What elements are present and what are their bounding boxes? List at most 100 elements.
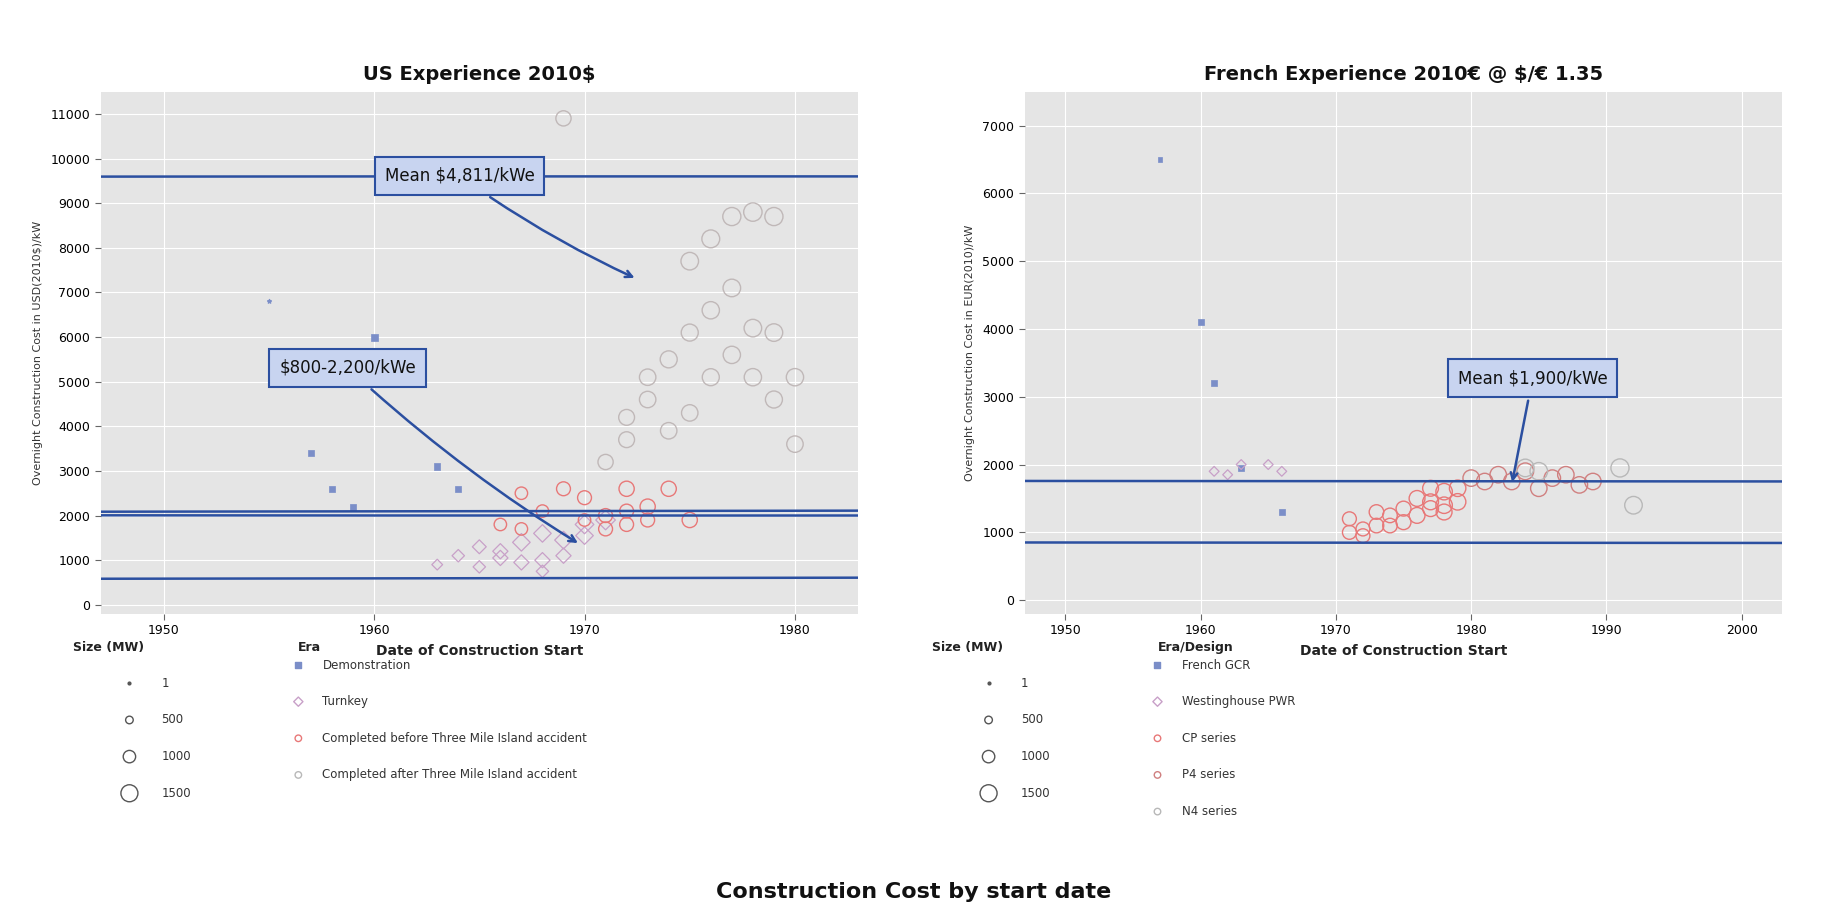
Point xyxy=(1375,518,1404,533)
Text: Size (MW): Size (MW) xyxy=(932,641,1004,654)
Point xyxy=(1267,464,1296,479)
Point xyxy=(1497,474,1526,489)
Point xyxy=(632,513,662,528)
Point xyxy=(422,557,452,572)
Point xyxy=(612,504,642,518)
Text: Era: Era xyxy=(298,641,322,654)
Text: 1000: 1000 xyxy=(161,750,192,763)
Text: Mean $4,811/kWe: Mean $4,811/kWe xyxy=(384,167,632,277)
Point xyxy=(506,485,536,500)
Point xyxy=(781,437,810,452)
Point xyxy=(548,482,578,496)
Point xyxy=(612,482,642,496)
Point xyxy=(1552,467,1581,482)
Text: French GCR: French GCR xyxy=(1181,659,1250,671)
Point xyxy=(1142,694,1172,709)
Text: Mean $1,900/kWe: Mean $1,900/kWe xyxy=(1457,369,1607,479)
Point xyxy=(528,504,558,518)
Point xyxy=(1389,501,1419,516)
X-axis label: Date of Construction Start: Date of Construction Start xyxy=(375,644,583,658)
Point xyxy=(675,325,704,340)
Text: 1500: 1500 xyxy=(161,787,192,800)
Point xyxy=(1199,376,1228,390)
Point xyxy=(1417,501,1446,516)
Point xyxy=(444,549,473,563)
Point xyxy=(654,482,684,496)
Text: N4 series: N4 series xyxy=(1181,805,1238,818)
Point xyxy=(570,490,600,505)
Point xyxy=(338,499,367,514)
Point xyxy=(1442,495,1472,509)
Point xyxy=(548,111,578,125)
Point xyxy=(1267,505,1296,519)
Point xyxy=(675,254,704,268)
Point xyxy=(1375,508,1404,523)
Point xyxy=(380,352,409,366)
Point xyxy=(1254,457,1283,472)
Point xyxy=(1142,658,1172,672)
Point xyxy=(1417,495,1446,509)
Point xyxy=(590,508,620,523)
Point xyxy=(759,325,788,340)
Point xyxy=(1537,471,1567,485)
Point xyxy=(759,392,788,407)
Text: 500: 500 xyxy=(1020,714,1044,726)
Point xyxy=(654,423,684,438)
Point xyxy=(612,410,642,425)
Point xyxy=(612,432,642,447)
Point xyxy=(296,446,325,461)
Point xyxy=(1142,731,1172,746)
Point xyxy=(283,658,313,672)
Text: Westinghouse PWR: Westinghouse PWR xyxy=(1181,695,1294,708)
Point xyxy=(1484,467,1514,482)
Title: French Experience 2010€ @ $/€ 1.35: French Experience 2010€ @ $/€ 1.35 xyxy=(1205,65,1603,84)
Y-axis label: Overnight Construction Cost in EUR(2010)/kW: Overnight Construction Cost in EUR(2010)… xyxy=(965,224,976,481)
Point xyxy=(506,521,536,536)
Point xyxy=(486,518,515,532)
Point xyxy=(1578,474,1607,489)
Point xyxy=(570,513,600,528)
Point xyxy=(590,521,620,536)
Point xyxy=(696,232,726,246)
Text: Completed after Three Mile Island accident: Completed after Three Mile Island accide… xyxy=(322,769,578,781)
Point xyxy=(528,553,558,568)
Point xyxy=(654,352,684,366)
Point xyxy=(1349,529,1378,543)
Text: Turnkey: Turnkey xyxy=(322,695,369,708)
Point xyxy=(570,518,600,532)
Point xyxy=(632,392,662,407)
Point xyxy=(1417,481,1446,496)
Y-axis label: Overnight Construction Cost in USD(2010$)/kW: Overnight Construction Cost in USD(2010$… xyxy=(33,221,44,485)
Point xyxy=(444,482,473,496)
Point xyxy=(1362,518,1391,533)
Point xyxy=(781,370,810,385)
Text: Completed before Three Mile Island accident: Completed before Three Mile Island accid… xyxy=(322,732,587,745)
Point xyxy=(506,555,536,570)
Text: Demonstration: Demonstration xyxy=(322,659,411,671)
Point xyxy=(1470,474,1499,489)
Point xyxy=(1429,485,1459,499)
Point xyxy=(717,280,746,295)
Point xyxy=(1142,804,1172,819)
Point xyxy=(632,499,662,514)
Text: 500: 500 xyxy=(161,714,185,726)
Text: 1500: 1500 xyxy=(1020,787,1051,800)
Point xyxy=(115,786,144,801)
Point xyxy=(1349,521,1378,536)
Point xyxy=(318,482,347,496)
Point xyxy=(1525,481,1554,496)
Point xyxy=(1334,511,1364,526)
Point xyxy=(1565,477,1594,492)
Point xyxy=(1510,464,1539,479)
Point xyxy=(1227,457,1256,472)
Point xyxy=(254,294,283,309)
Text: Construction Cost by start date: Construction Cost by start date xyxy=(717,882,1111,901)
Point xyxy=(486,551,515,565)
Point xyxy=(464,560,494,574)
Point xyxy=(1389,515,1419,529)
Point xyxy=(1442,481,1472,496)
Point xyxy=(739,370,768,385)
Point xyxy=(1620,498,1649,513)
Point xyxy=(360,330,389,344)
Point xyxy=(283,694,313,709)
